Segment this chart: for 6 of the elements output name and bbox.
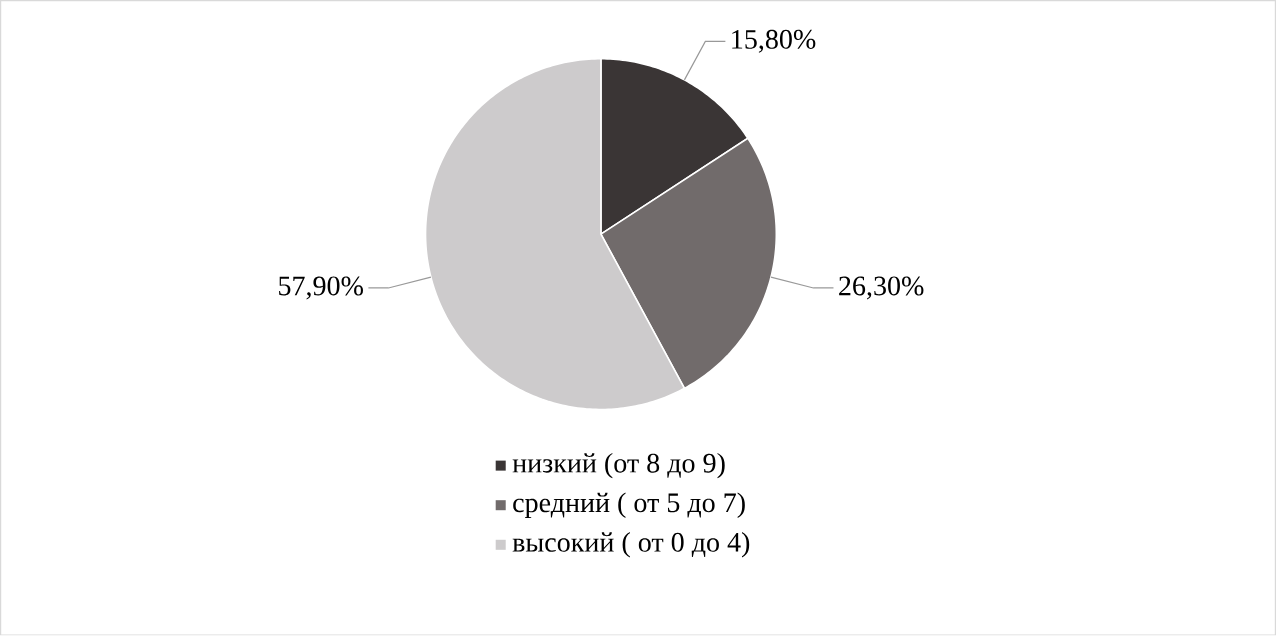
data-label: 15,80% — [732, 30, 816, 54]
data-label: 57,90% — [279, 276, 363, 300]
legend-label: низкий (от 8 до 9) — [512, 453, 725, 479]
legend-label: высокий ( от 0 до 4) — [512, 532, 750, 558]
data-label: 26,30% — [839, 276, 924, 300]
legend-label: средний ( от 5 до 7) — [513, 492, 745, 519]
